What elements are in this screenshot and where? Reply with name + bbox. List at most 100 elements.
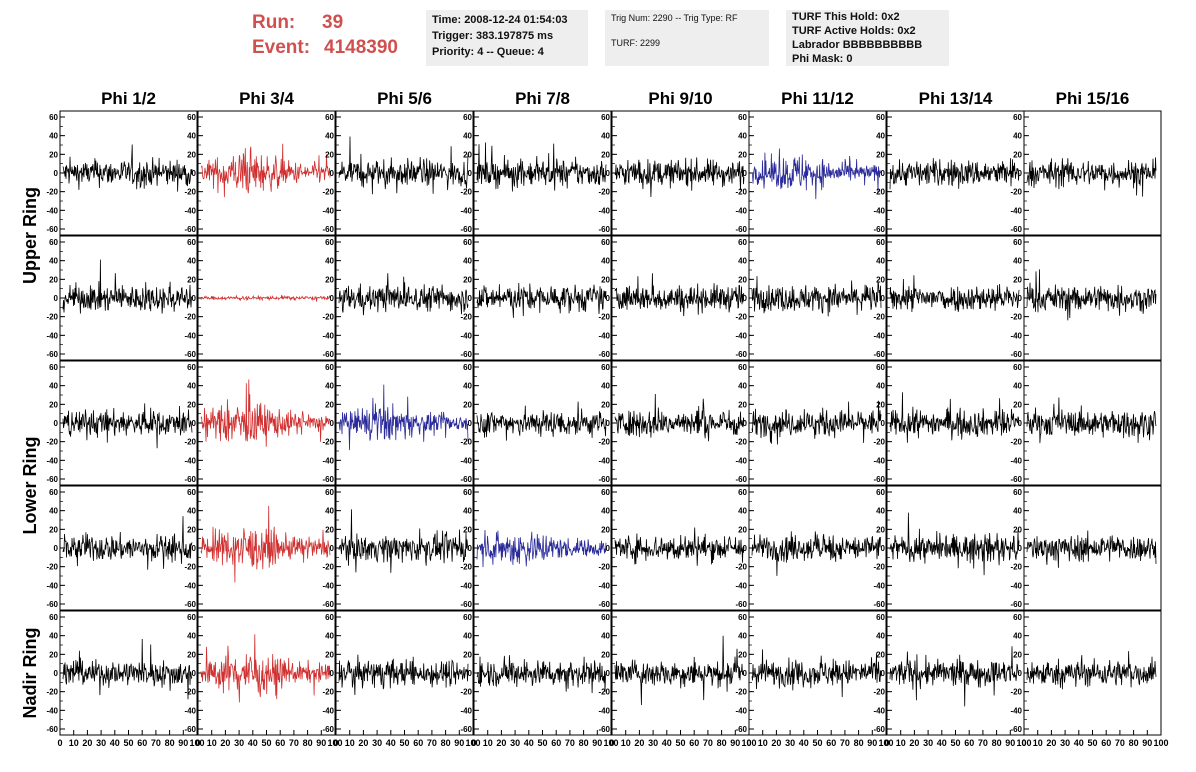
y-tick-label: 40 bbox=[463, 507, 472, 516]
y-tick-label: -40 bbox=[184, 331, 196, 340]
y-tick-label: 60 bbox=[738, 238, 747, 247]
y-tick-label: 60 bbox=[187, 113, 196, 122]
y-tick-label: -60 bbox=[460, 600, 472, 609]
y-tick-label: -40 bbox=[873, 581, 885, 590]
y-tick-label: 20 bbox=[738, 400, 747, 409]
y-tick-label: -40 bbox=[735, 331, 747, 340]
row-label-nadir-ring: Nadir Ring bbox=[20, 627, 40, 718]
y-tick-label: -20 bbox=[184, 438, 196, 447]
y-tick-label: -60 bbox=[735, 225, 747, 234]
y-tick-label: 0 bbox=[743, 419, 748, 428]
trig-num-text: Trig Num: 2290 -- Trig Type: RF bbox=[611, 13, 738, 23]
x-tick-label: 70 bbox=[978, 738, 988, 748]
y-tick-label: 20 bbox=[463, 650, 472, 659]
y-tick-label: -40 bbox=[873, 456, 885, 465]
y-tick-label: -20 bbox=[873, 688, 885, 697]
x-tick-label: 10 bbox=[621, 738, 631, 748]
y-tick-label: 40 bbox=[325, 132, 334, 141]
y-tick-label: 0 bbox=[54, 169, 59, 178]
y-tick-label: -20 bbox=[598, 688, 610, 697]
y-tick-label: -20 bbox=[184, 688, 196, 697]
y-tick-label: -40 bbox=[184, 206, 196, 215]
y-tick-label: 20 bbox=[49, 275, 58, 284]
y-tick-label: -40 bbox=[322, 581, 334, 590]
y-tick-label: -60 bbox=[598, 725, 610, 734]
waveform-trace-r2-c7 bbox=[889, 275, 1020, 313]
y-tick-label: 40 bbox=[325, 632, 334, 641]
y-tick-label: -20 bbox=[1010, 188, 1022, 197]
y-tick-label: 0 bbox=[881, 294, 886, 303]
waveform-trace-r4-c2 bbox=[200, 505, 331, 583]
y-tick-label: 20 bbox=[187, 400, 196, 409]
x-tick-label: 60 bbox=[1101, 738, 1111, 748]
y-tick-label: -60 bbox=[598, 225, 610, 234]
x-tick-label: 10 bbox=[1033, 738, 1043, 748]
x-tick-label: 100 bbox=[741, 738, 756, 748]
row-label-upper-ring: Upper Ring bbox=[20, 187, 40, 284]
y-tick-label: 60 bbox=[876, 488, 885, 497]
x-tick-label: 90 bbox=[1142, 738, 1152, 748]
y-tick-label: -40 bbox=[873, 706, 885, 715]
x-tick-label: 40 bbox=[1074, 738, 1084, 748]
y-tick-label: -40 bbox=[1010, 456, 1022, 465]
waveform-trace-r5-c1 bbox=[62, 638, 193, 700]
y-tick-label: 0 bbox=[330, 419, 335, 428]
x-tick-label: 70 bbox=[1115, 738, 1125, 748]
y-tick-label: 20 bbox=[187, 150, 196, 159]
y-tick-label: -20 bbox=[184, 188, 196, 197]
y-tick-label: 0 bbox=[54, 419, 59, 428]
y-tick-label: 20 bbox=[601, 525, 610, 534]
y-tick-label: 0 bbox=[330, 169, 335, 178]
x-tick-label: 20 bbox=[771, 738, 781, 748]
x-tick-label: 20 bbox=[496, 738, 506, 748]
x-tick-label: 50 bbox=[123, 738, 133, 748]
y-tick-label: -60 bbox=[1010, 350, 1022, 359]
x-tick-label: 90 bbox=[1005, 738, 1015, 748]
x-tick-label: 70 bbox=[703, 738, 713, 748]
y-tick-label: -20 bbox=[460, 563, 472, 572]
x-tick-label: 10 bbox=[345, 738, 355, 748]
y-tick-label: 0 bbox=[606, 544, 611, 553]
x-tick-label: 40 bbox=[524, 738, 534, 748]
y-tick-label: -60 bbox=[46, 475, 58, 484]
y-tick-label: 20 bbox=[738, 275, 747, 284]
y-tick-label: 40 bbox=[876, 507, 885, 516]
x-tick-label: 70 bbox=[151, 738, 161, 748]
y-tick-label: 40 bbox=[601, 257, 610, 266]
y-tick-label: 40 bbox=[1013, 382, 1022, 391]
y-tick-label: -20 bbox=[46, 438, 58, 447]
y-tick-label: -60 bbox=[598, 350, 610, 359]
y-tick-label: -40 bbox=[322, 206, 334, 215]
event-label: Event: bbox=[252, 37, 311, 58]
y-tick-label: -20 bbox=[735, 188, 747, 197]
x-tick-label: 0 bbox=[609, 738, 614, 748]
y-tick-label: 0 bbox=[54, 669, 59, 678]
x-tick-label: 30 bbox=[1060, 738, 1070, 748]
y-tick-label: -40 bbox=[184, 456, 196, 465]
y-tick-label: 0 bbox=[1018, 544, 1023, 553]
y-tick-label: 20 bbox=[601, 650, 610, 659]
y-tick-label: 0 bbox=[881, 669, 886, 678]
turf-text: TURF: 2299 bbox=[611, 38, 661, 48]
y-tick-label: 0 bbox=[606, 294, 611, 303]
y-tick-label: 40 bbox=[738, 132, 747, 141]
x-tick-label: 50 bbox=[950, 738, 960, 748]
y-tick-label: -60 bbox=[322, 350, 334, 359]
waveform-trace-r2-c3 bbox=[338, 273, 469, 316]
y-tick-label: -20 bbox=[735, 313, 747, 322]
y-tick-label: -40 bbox=[46, 581, 58, 590]
y-tick-label: 40 bbox=[1013, 507, 1022, 516]
time-trigger-info-box: Time: 2008-12-24 01:54:03 Trigger: 383.1… bbox=[426, 10, 588, 66]
y-tick-label: 40 bbox=[601, 382, 610, 391]
y-tick-label: 60 bbox=[325, 238, 334, 247]
waveform-trace-r4-c4 bbox=[476, 529, 607, 568]
x-tick-label: 50 bbox=[537, 738, 547, 748]
y-tick-label: 0 bbox=[192, 294, 197, 303]
y-tick-label: 20 bbox=[463, 275, 472, 284]
x-tick-label: 0 bbox=[195, 738, 200, 748]
y-tick-label: 60 bbox=[738, 113, 747, 122]
waveform-trace-r2-c5 bbox=[614, 273, 745, 317]
waveform-trace-r5-c6 bbox=[751, 649, 882, 698]
y-tick-label: 20 bbox=[325, 650, 334, 659]
y-tick-label: 60 bbox=[187, 363, 196, 372]
